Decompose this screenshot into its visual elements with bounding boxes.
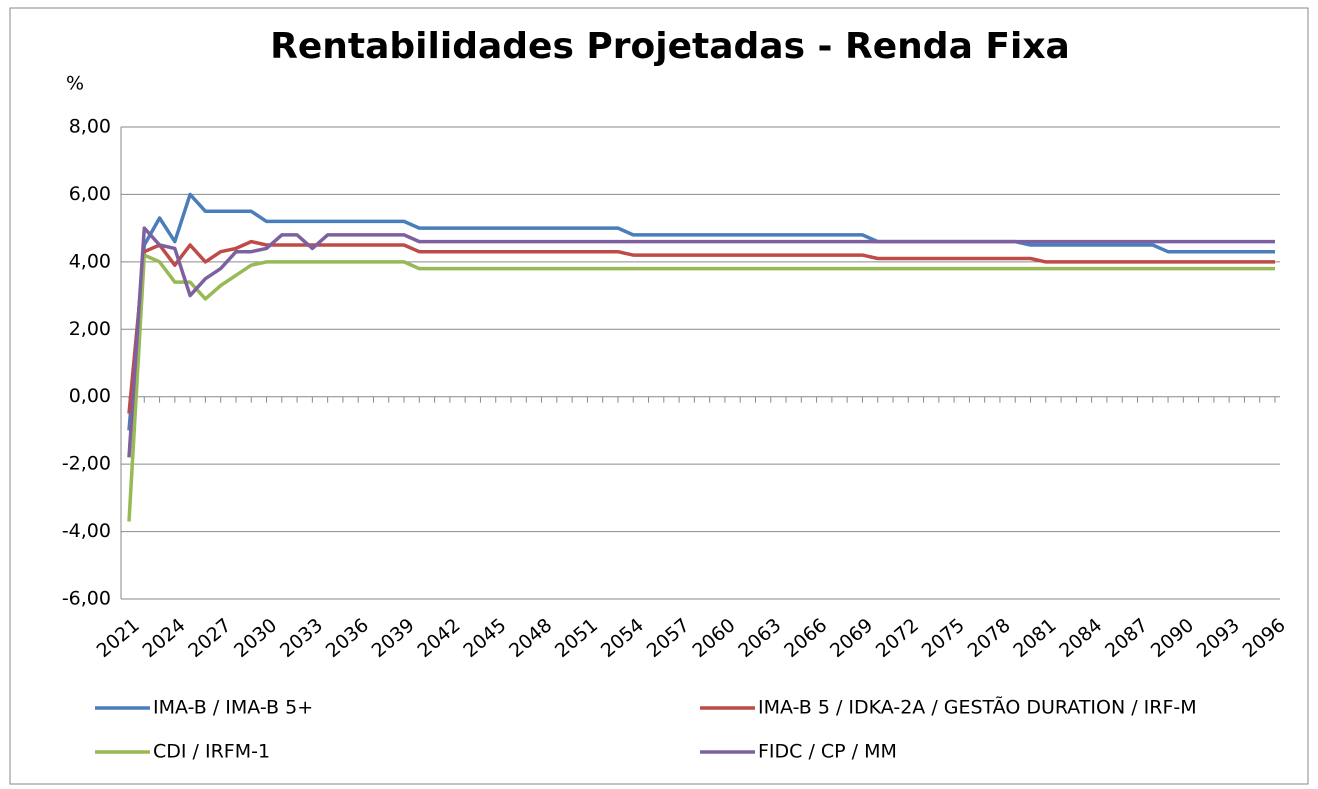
y-tick-label: -6,00 <box>62 588 111 610</box>
y-tick-label: 6,00 <box>69 183 111 205</box>
y-tick-label: 4,00 <box>69 250 111 272</box>
series-line <box>127 192 1275 431</box>
y-tick-label: 2,00 <box>69 318 111 340</box>
chart-title: Rentabilidades Projetadas - Renda Fixa <box>270 26 1070 67</box>
y-tick-label: 0,00 <box>69 385 111 407</box>
series-line <box>127 239 1275 414</box>
y-tick-label: -2,00 <box>62 453 111 475</box>
y-tick-label: -4,00 <box>62 520 111 542</box>
legend-label: CDI / IRFM-1 <box>153 741 270 763</box>
legend-label: FIDC / CP / MM <box>758 741 897 763</box>
y-tick-label: 8,00 <box>69 116 111 138</box>
y-axis-label: % <box>66 73 84 95</box>
series-line <box>127 226 1275 458</box>
series-line <box>127 253 1275 522</box>
legend-label: IMA-B / IMA-B 5+ <box>153 697 313 719</box>
chart-border <box>9 7 1309 785</box>
legend-label: IMA-B 5 / IDKA-2A / GESTÃO DURATION / IR… <box>758 696 1197 719</box>
